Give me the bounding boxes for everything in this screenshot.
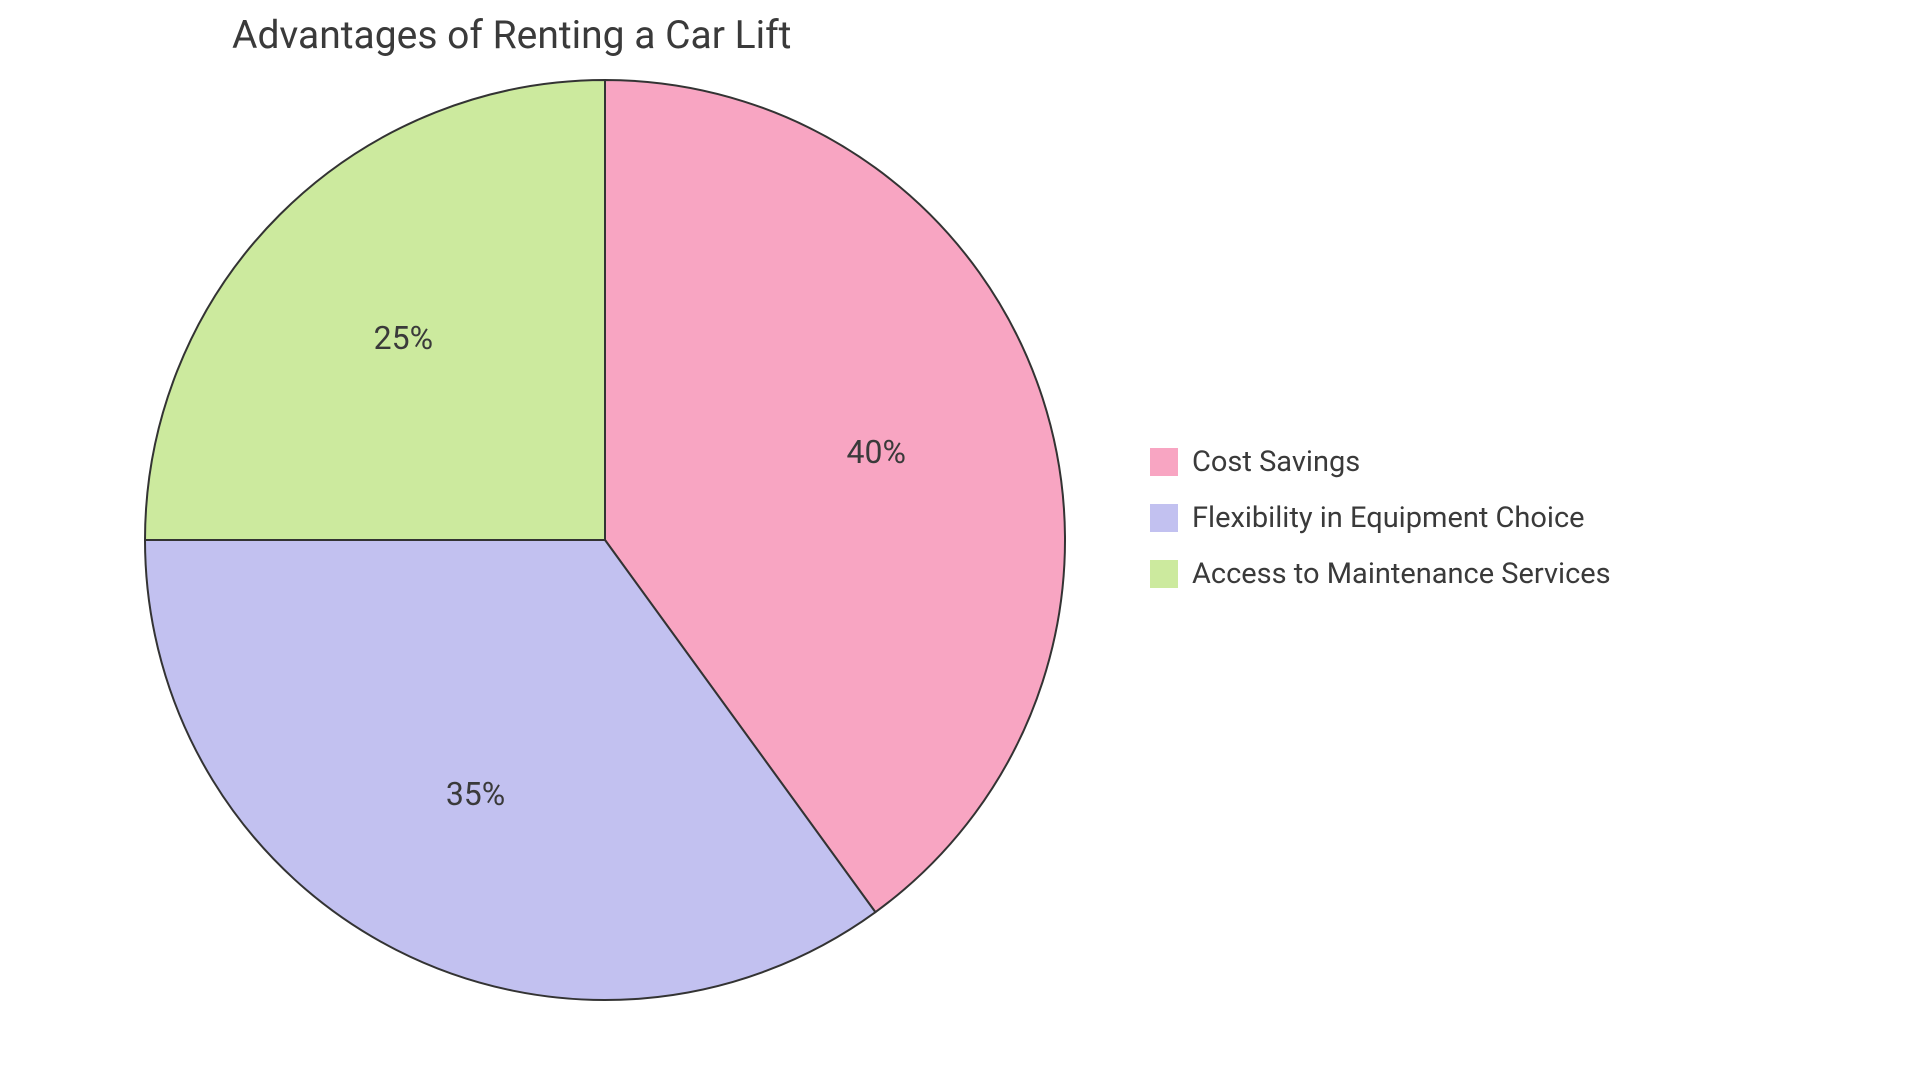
slice-label: 40% <box>847 433 906 471</box>
legend-swatch <box>1150 448 1178 476</box>
slice-label: 25% <box>374 319 433 357</box>
legend-item: Access to Maintenance Services <box>1150 557 1611 591</box>
legend: Cost Savings Flexibility in Equipment Cho… <box>1150 445 1611 591</box>
legend-item: Flexibility in Equipment Choice <box>1150 501 1611 535</box>
legend-item: Cost Savings <box>1150 445 1611 479</box>
slice-label: 35% <box>446 775 505 813</box>
pie-svg <box>0 0 1920 1080</box>
legend-label: Access to Maintenance Services <box>1192 557 1611 591</box>
pie-chart: Advantages of Renting a Car Lift Cost Sa… <box>0 0 1920 1080</box>
legend-swatch <box>1150 560 1178 588</box>
legend-label: Cost Savings <box>1192 445 1360 479</box>
pie-slice <box>145 80 605 540</box>
legend-swatch <box>1150 504 1178 532</box>
legend-label: Flexibility in Equipment Choice <box>1192 501 1585 535</box>
